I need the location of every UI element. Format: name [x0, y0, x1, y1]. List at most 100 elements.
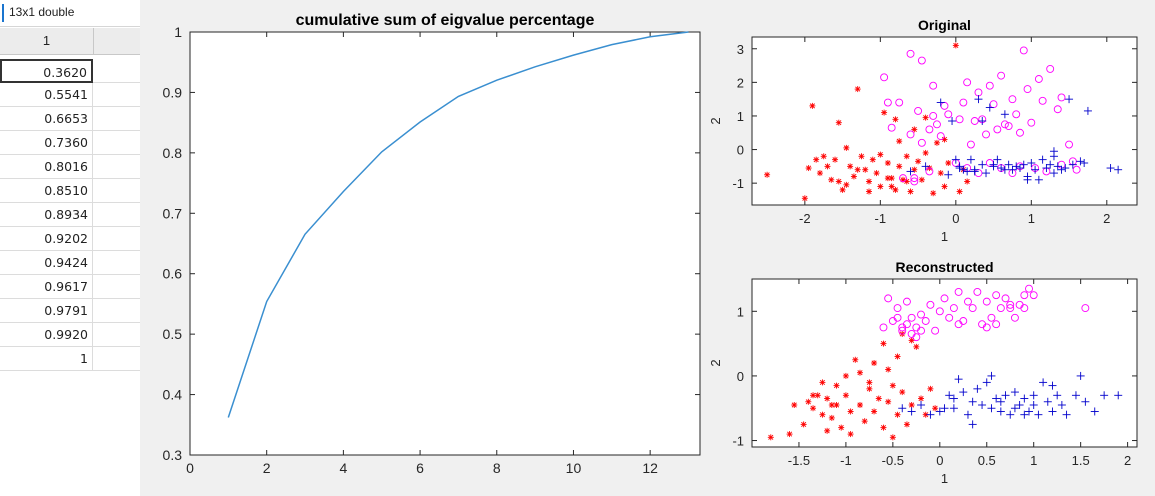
circle-marker [910, 174, 919, 183]
plus-marker [1057, 401, 1066, 409]
asterisk-marker [884, 160, 891, 166]
circle-marker [1025, 284, 1033, 293]
asterisk-marker [862, 166, 869, 173]
value-cell[interactable]: 0.7360 [0, 131, 93, 155]
x-tick-label: 4 [339, 460, 347, 476]
circle-marker [973, 287, 982, 296]
circle-marker [917, 56, 926, 65]
value-cell[interactable]: 0.9617 [0, 275, 93, 299]
value-cell[interactable]: 0.9920 [0, 323, 93, 347]
plus-marker [963, 167, 972, 176]
value-cell[interactable]: 0.9791 [0, 299, 93, 323]
empty-cell[interactable] [93, 299, 140, 323]
circle-marker [1029, 291, 1038, 300]
x-tick-label: 2 [263, 460, 271, 476]
value-cell[interactable]: 0.3620 [0, 59, 93, 83]
x-tick-label: 0 [952, 211, 959, 226]
circle-marker [963, 78, 972, 87]
plus-marker [1034, 175, 1043, 184]
asterisk-marker [828, 414, 835, 421]
column-header[interactable]: 1 [0, 28, 140, 55]
asterisk-marker [908, 402, 915, 408]
circle-marker [1046, 64, 1055, 73]
x-tick-label: 2 [1124, 453, 1131, 468]
plus-marker [1043, 397, 1052, 406]
asterisk-marker [833, 382, 840, 389]
asterisk-marker [833, 402, 840, 408]
empty-cell[interactable] [93, 131, 140, 155]
x-tick-label: 1 [1028, 211, 1035, 226]
asterisk-marker [884, 175, 891, 182]
plus-marker [955, 164, 964, 173]
empty-cell[interactable] [93, 179, 140, 203]
circle-marker [959, 98, 968, 107]
empty-cell[interactable] [93, 107, 140, 131]
circle-marker [1072, 165, 1081, 174]
asterisk-marker [800, 421, 807, 428]
column-header-1[interactable]: 1 [0, 28, 94, 54]
value-cell[interactable]: 0.6653 [0, 107, 93, 131]
circle-marker [1020, 291, 1029, 300]
empty-cell[interactable] [93, 227, 140, 251]
value-cell[interactable]: 0.8016 [0, 155, 93, 179]
empty-cell[interactable] [93, 83, 140, 107]
plus-marker [1025, 407, 1034, 416]
circle-marker [997, 71, 1006, 80]
circle-marker [982, 130, 990, 139]
empty-cell[interactable] [93, 275, 140, 299]
empty-cell[interactable] [93, 203, 140, 227]
variable-tab[interactable]: 13x1 double [0, 0, 140, 27]
value-cell[interactable]: 1 [0, 347, 93, 371]
circle-marker [1065, 140, 1074, 149]
value-cell[interactable]: 0.9202 [0, 227, 93, 251]
asterisk-marker [952, 42, 959, 49]
plus-marker [1080, 159, 1089, 167]
plus-marker [898, 404, 907, 413]
asterisk-marker [813, 156, 820, 163]
circle-marker [968, 304, 977, 313]
value-cell[interactable]: 0.8510 [0, 179, 93, 203]
asterisk-marker [869, 156, 876, 163]
asterisk-marker [875, 395, 882, 402]
plus-marker [1038, 155, 1047, 164]
plus-marker [1049, 169, 1058, 178]
asterisk-marker [820, 153, 827, 160]
value-cell[interactable]: 0.9424 [0, 251, 93, 275]
asterisk-marker [908, 337, 915, 344]
chart-title: cumulative sum of eigvalue percentage [296, 12, 595, 29]
y-tick-label: 1 [737, 109, 744, 124]
circle-marker [1053, 105, 1062, 114]
empty-cell[interactable] [93, 251, 140, 275]
plus-marker [1057, 165, 1066, 174]
x-tick-label: -0.5 [882, 453, 904, 468]
plus-marker [948, 117, 957, 125]
circle-marker [893, 304, 902, 313]
circle-marker [921, 317, 930, 325]
value-cell[interactable]: 0.8934 [0, 203, 93, 227]
asterisk-marker [810, 392, 817, 399]
plus-marker [1114, 165, 1123, 174]
plus-marker [974, 95, 983, 104]
plus-marker [954, 375, 963, 384]
asterisk-marker [932, 405, 939, 412]
x-tick-label: 1.5 [1072, 453, 1090, 468]
asterisk-marker [873, 170, 880, 177]
empty-cell[interactable] [93, 323, 140, 347]
plus-marker [989, 160, 998, 169]
circle-marker [906, 130, 915, 139]
circle-marker [879, 323, 888, 332]
asterisk-marker [903, 153, 910, 160]
circle-marker [883, 98, 892, 107]
plus-marker [992, 394, 1001, 403]
circle-marker [954, 287, 963, 296]
plus-marker [951, 155, 960, 164]
empty-cell[interactable] [93, 59, 140, 83]
empty-cell[interactable] [93, 155, 140, 179]
plus-marker [968, 397, 977, 406]
y-axis-label: 2 [708, 117, 723, 124]
value-cell[interactable]: 0.5541 [0, 83, 93, 107]
asterisk-marker [839, 186, 846, 193]
plus-marker [987, 404, 996, 413]
circle-marker [910, 177, 919, 186]
empty-cell[interactable] [93, 347, 140, 371]
